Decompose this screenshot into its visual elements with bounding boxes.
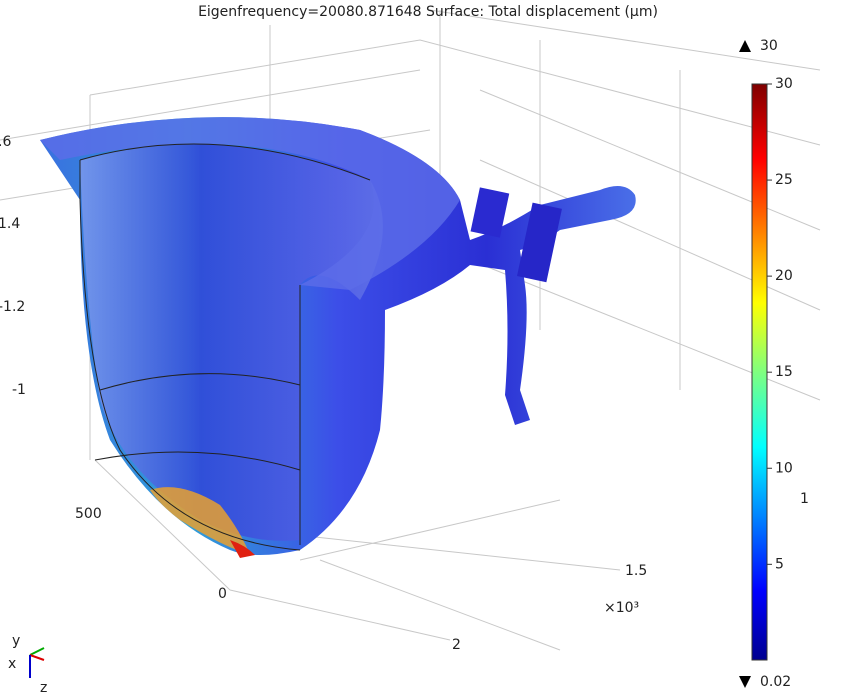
axis-label: -1: [12, 382, 26, 398]
color-tick-label: 5: [775, 556, 784, 572]
color-tick-label: 15: [775, 364, 793, 380]
color-tick-label: 10: [775, 460, 793, 476]
axis-label: ×10³: [604, 600, 639, 616]
triad-label: x: [8, 656, 16, 672]
axis-label: -1.2: [0, 299, 25, 315]
color-tick-label: 20: [775, 268, 793, 284]
axis-label: 0: [218, 586, 227, 602]
axis-label: .6: [0, 134, 11, 150]
axis-label: 1: [800, 491, 809, 507]
axis-label: 1.5: [625, 563, 647, 579]
triad-label: y: [12, 633, 20, 649]
color-bar: [751, 83, 768, 661]
axis-label: 2: [452, 637, 461, 653]
max-label: 30: [760, 38, 778, 54]
min-marker: [739, 676, 751, 688]
model: [40, 117, 636, 558]
min-label: 0.02: [760, 674, 791, 690]
triad-label: z: [40, 680, 47, 696]
triad: [29, 647, 45, 678]
axis-label: 1.4: [0, 216, 20, 232]
axis-label: 500: [75, 506, 102, 522]
plot-title: Eigenfrequency=20080.871648 Surface: Tot…: [198, 4, 658, 20]
color-tick-label: 25: [775, 172, 793, 188]
max-marker: [739, 40, 751, 52]
color-tick-label: 30: [775, 76, 793, 92]
